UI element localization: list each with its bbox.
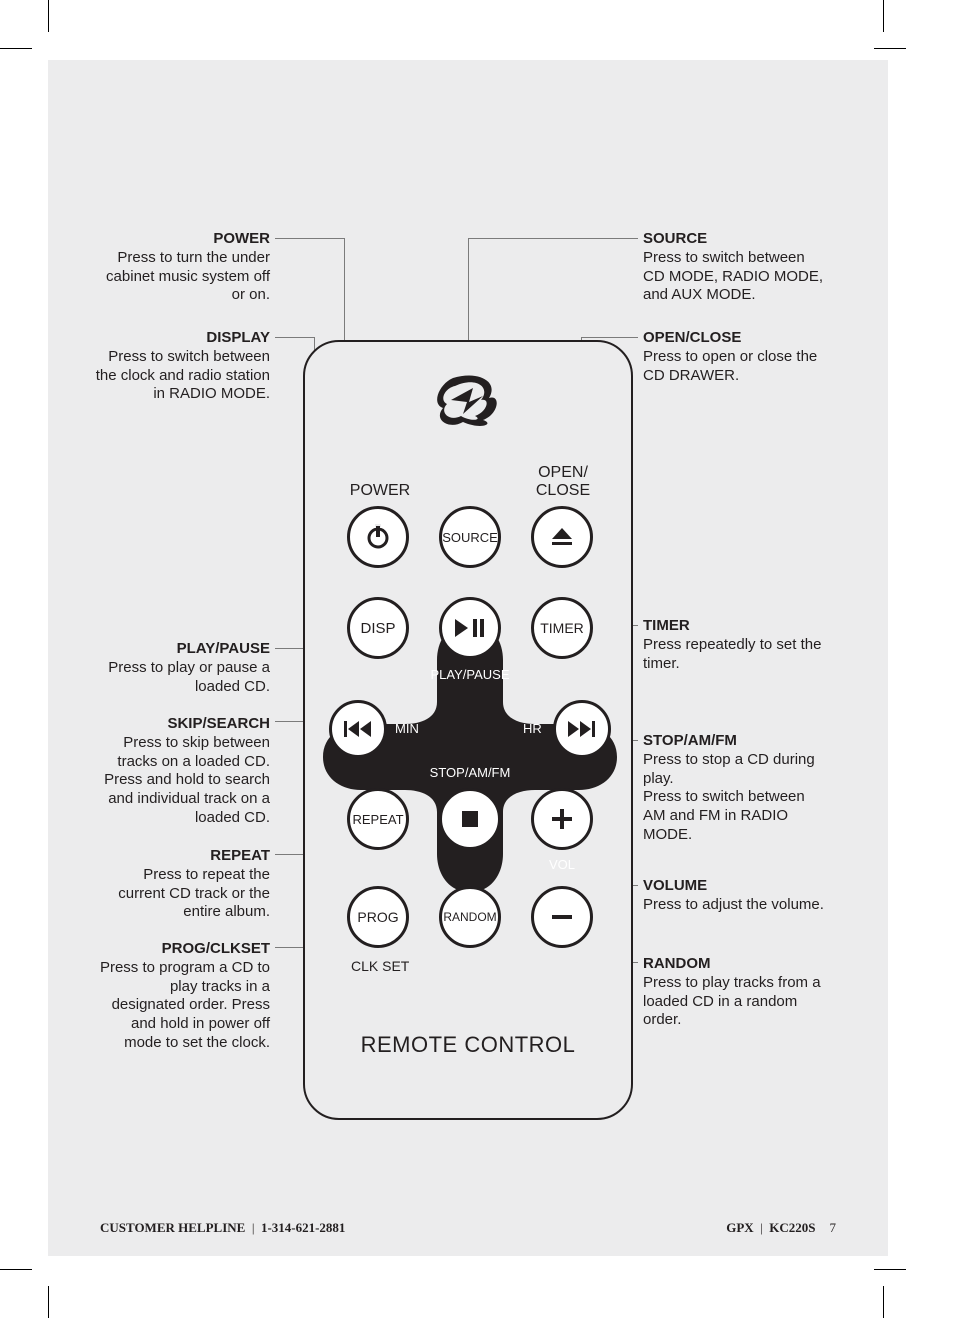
random-button: RANDOM: [439, 886, 501, 948]
callout-title: POWER: [95, 230, 270, 249]
callout-repeat: REPEAT Press to repeat the current CD tr…: [95, 847, 270, 922]
callout-title: VOLUME: [643, 877, 828, 896]
skip-forward-button: [553, 700, 611, 758]
vol-label: VOL: [549, 858, 575, 872]
callout-stop: STOP/AM/FM Press to stop a CD during pla…: [643, 732, 828, 845]
callout-desc: Press to play or pause a loaded CD.: [95, 659, 270, 697]
stop-icon: [462, 811, 478, 827]
callout-desc: Press to adjust the volume.: [643, 896, 828, 915]
callout-title: PROG/CLKSET: [95, 940, 270, 959]
callout-display: DISPLAY Press to switch between the cloc…: [95, 329, 270, 404]
callout-desc: Press repeatedly to set the timer.: [643, 636, 828, 674]
callout-desc: Press to switch between the clock and ra…: [95, 348, 270, 404]
hr-label: HR: [523, 722, 542, 736]
callout-playpause: PLAY/PAUSE Press to play or pause a load…: [95, 640, 270, 696]
skip-back-button: [329, 700, 387, 758]
open-close-button: [531, 506, 593, 568]
callout-prog: PROG/CLKSET Press to program a CD to pla…: [95, 940, 270, 1053]
callout-desc: Press to open or close the CD DRAWER.: [643, 348, 828, 386]
openclose-label: OPEN/CLOSE: [533, 464, 593, 499]
callout-timer: TIMER Press repeatedly to set the timer.: [643, 617, 828, 673]
remote-title: REMOTE CONTROL: [305, 1032, 631, 1058]
footer-helpline: CUSTOMER HELPLINE | 1-314-621-2881: [100, 1220, 345, 1236]
nav-pad-background: [323, 622, 617, 892]
skip-back-icon: [344, 721, 372, 737]
volume-down-button: [531, 886, 593, 948]
callout-title: TIMER: [643, 617, 828, 636]
source-button: SOURCE: [439, 506, 501, 568]
callout-desc: Press to stop a CD during play. Press to…: [643, 751, 828, 845]
gpx-logo-icon: [433, 372, 503, 428]
callout-title: STOP/AM/FM: [643, 732, 828, 751]
stop-label: STOP/AM/FM: [427, 766, 513, 780]
callout-desc: Press to turn the under cabinet music sy…: [95, 249, 270, 305]
remote-control-diagram: POWER OPEN/CLOSE SOURCE DISP TIMER: [303, 340, 633, 1120]
manual-page: POWER Press to turn the under cabinet mu…: [48, 60, 888, 1256]
callout-title: REPEAT: [95, 847, 270, 866]
callout-source: SOURCE Press to switch between CD MODE, …: [643, 230, 828, 305]
callout-desc: Press to skip between tracks on a loaded…: [95, 734, 270, 828]
eject-icon: [551, 528, 573, 546]
skip-forward-icon: [568, 721, 596, 737]
minus-icon: [552, 915, 572, 919]
play-pause-label: PLAY/PAUSE: [425, 668, 515, 682]
play-pause-button: [439, 597, 501, 659]
callout-title: SOURCE: [643, 230, 828, 249]
callout-title: PLAY/PAUSE: [95, 640, 270, 659]
prog-button: PROG: [347, 886, 409, 948]
callout-desc: Press to program a CD to play tracks in …: [95, 959, 270, 1053]
page-footer: CUSTOMER HELPLINE | 1-314-621-2881 GPX |…: [100, 1220, 836, 1236]
play-pause-icon: [455, 619, 485, 637]
callout-skip: SKIP/SEARCH Press to skip between tracks…: [95, 715, 270, 828]
callout-openclose: OPEN/CLOSE Press to open or close the CD…: [643, 329, 828, 385]
plus-icon: [552, 809, 572, 829]
callout-random: RANDOM Press to play tracks from a loade…: [643, 955, 828, 1030]
volume-up-button: [531, 788, 593, 850]
callout-title: SKIP/SEARCH: [95, 715, 270, 734]
callout-desc: Press to play tracks from a loaded CD in…: [643, 974, 828, 1030]
power-icon: [365, 524, 391, 550]
callout-desc: Press to repeat the current CD track or …: [95, 866, 270, 922]
callout-title: RANDOM: [643, 955, 828, 974]
callout-title: DISPLAY: [95, 329, 270, 348]
footer-model: GPX | KC220S7: [726, 1220, 836, 1236]
callout-title: OPEN/CLOSE: [643, 329, 828, 348]
repeat-button: REPEAT: [347, 788, 409, 850]
power-button: [347, 506, 409, 568]
callout-power: POWER Press to turn the under cabinet mu…: [95, 230, 270, 305]
stop-button: [439, 788, 501, 850]
clkset-label: CLK SET: [351, 958, 409, 974]
callout-desc: Press to switch between CD MODE, RADIO M…: [643, 249, 828, 305]
callout-volume: VOLUME Press to adjust the volume.: [643, 877, 828, 915]
min-label: MIN: [395, 722, 419, 736]
power-label: POWER: [345, 482, 415, 500]
